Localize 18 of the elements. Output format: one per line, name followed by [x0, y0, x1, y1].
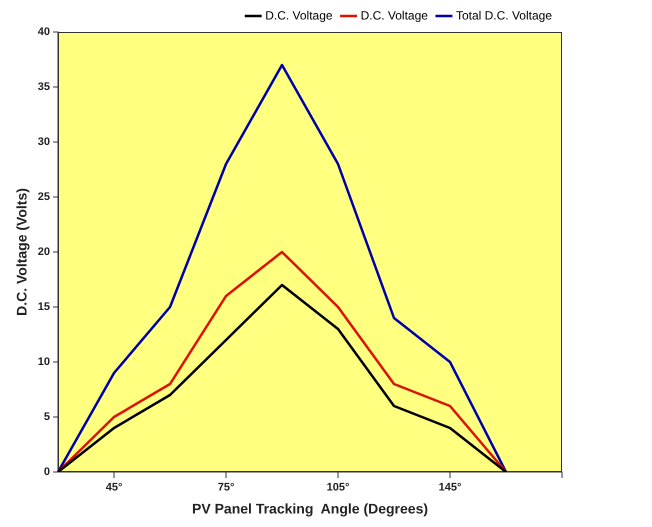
legend-label: Total D.C. Voltage	[456, 8, 552, 22]
y-axis-title: D.C. Voltage (Volts)	[13, 188, 30, 316]
y-tick-label: 25	[38, 191, 50, 204]
x-tick-label: 145°	[438, 482, 462, 494]
y-tick-label: 5	[44, 411, 50, 424]
y-tick-label: 10	[38, 356, 50, 368]
x-tick-label: 105°	[326, 482, 350, 494]
legend-label: D.C. Voltage	[360, 8, 428, 22]
x-axis-title: PV Panel Tracking Angle (Degrees)	[192, 500, 428, 516]
y-tick-label: 35	[38, 81, 50, 94]
y-tick-label: 40	[38, 26, 50, 38]
x-tick-label: 45°	[106, 482, 122, 494]
y-tick-label: 20	[38, 246, 50, 258]
y-tick-label: 0	[44, 466, 50, 478]
legend-label: D.C. Voltage	[265, 8, 333, 22]
y-tick-label: 30	[38, 136, 50, 148]
y-tick-label: 15	[38, 301, 50, 314]
x-tick-label: 75°	[218, 482, 234, 494]
